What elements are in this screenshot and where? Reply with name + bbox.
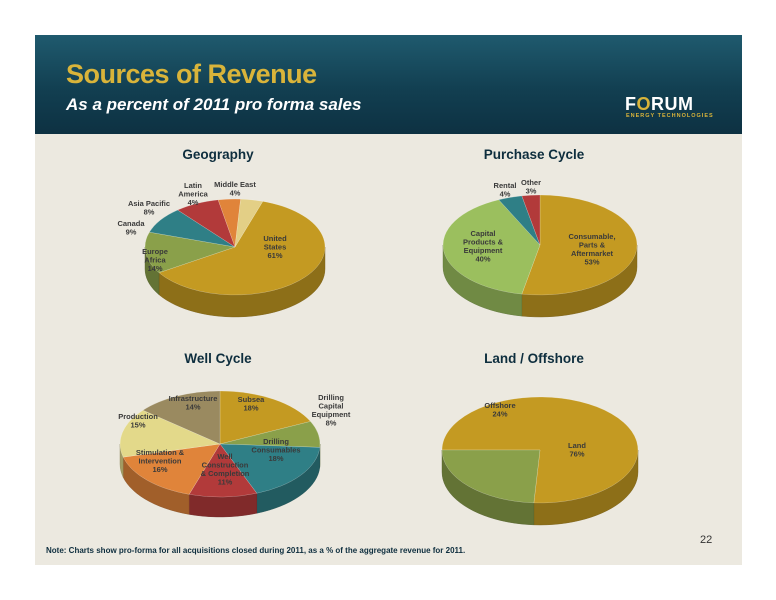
slice-label: Other 3% bbox=[521, 178, 541, 196]
pie-slice-latin-america bbox=[217, 198, 241, 248]
slice-label: Stimulation & Intervention 16% bbox=[136, 448, 185, 474]
chart-title: Well Cycle bbox=[184, 351, 252, 366]
pie-chart-land-offshore: Land / Offshore Land 76% Offshore 24% bbox=[441, 351, 639, 526]
header-band: Sources of Revenue As a percent of 2011 … bbox=[35, 35, 742, 134]
pie-slice-production bbox=[119, 409, 221, 458]
pie-chart-purchase-cycle: Purchase Cycle Consumable, Parts & Aftermar… bbox=[442, 147, 638, 318]
slice-label: Asia Pacific 8% bbox=[128, 199, 170, 217]
pie-slice-drilling-capital-equipment bbox=[219, 421, 321, 448]
pie-slice-other bbox=[521, 194, 541, 246]
forum-logo: FORUM ENERGY TECHNOLOGIES bbox=[625, 94, 713, 122]
pie-chart-well-cycle: Well Cycle Subsea 18% Drilling Capital Equipm… bbox=[118, 351, 351, 518]
pie-slice-well-construction-completion bbox=[188, 443, 258, 498]
page-subtitle: As a percent of 2011 pro forma sales bbox=[66, 95, 362, 114]
slice-label: Capital Products & Equipment 40% bbox=[463, 229, 504, 264]
chart-title: Purchase Cycle bbox=[484, 147, 585, 162]
slice-label: Europe Africa 14% bbox=[142, 247, 168, 273]
slice-label: Offshore 24% bbox=[484, 401, 515, 419]
pie-slice-infrastructure bbox=[142, 390, 221, 445]
pie-slice-middle-east bbox=[234, 198, 264, 248]
pie-slice-consumable-parts-aftermarket bbox=[521, 194, 638, 296]
slice-label: Canada 9% bbox=[117, 219, 145, 237]
page-title: Sources of Revenue bbox=[66, 59, 317, 89]
chart-title: Land / Offshore bbox=[484, 351, 584, 366]
slice-label: Production 15% bbox=[118, 412, 158, 430]
pie-slice-drilling-consumables bbox=[219, 443, 321, 494]
footnote: Note: Charts show pro-forma for all acqu… bbox=[46, 546, 466, 555]
pie-slice-capital-products-equipment bbox=[442, 199, 541, 295]
pie-slice-stimulation-intervention bbox=[122, 443, 221, 495]
slice-label: Consumable, Parts & Aftermarket 53% bbox=[568, 232, 615, 267]
pie-slice-subsea bbox=[219, 390, 311, 445]
slice-label: Drilling Consumables 18% bbox=[251, 437, 300, 463]
pie-slice-united-states bbox=[158, 201, 326, 296]
pie-chart-geography: Geography United States 61% Europe Africa 14% C… bbox=[117, 147, 326, 318]
pie-slice-europe-africa bbox=[144, 231, 236, 274]
slice-label: Land 76% bbox=[568, 441, 586, 459]
pie-slice-asia-pacific bbox=[177, 199, 236, 248]
pie-slice-offshore bbox=[441, 449, 541, 504]
pie-slice-rental bbox=[498, 195, 541, 246]
slice-label: Well Construction & Completion 11% bbox=[201, 452, 250, 487]
page-number: 22 bbox=[700, 534, 713, 546]
slice-label: Middle East 4% bbox=[214, 180, 256, 198]
pie-sides bbox=[119, 443, 321, 518]
slice-label: United States 61% bbox=[263, 234, 287, 260]
logo-tagline: ENERGY TECHNOLOGIES bbox=[626, 113, 714, 119]
slice-label: Drilling Capital Equipment 8% bbox=[312, 393, 351, 428]
slice-label: Rental 4% bbox=[494, 181, 517, 199]
pie-slice-land bbox=[441, 396, 639, 504]
slice-label: Subsea 18% bbox=[238, 395, 266, 413]
slice-label: Latin America 4% bbox=[178, 181, 208, 207]
logo-wordmark: FORUM bbox=[625, 94, 694, 114]
chart-title: Geography bbox=[182, 147, 254, 162]
slice-label: Infrastructure 14% bbox=[169, 394, 218, 412]
pie-slice-side bbox=[442, 244, 523, 317]
pie-slice-canada bbox=[148, 209, 236, 248]
